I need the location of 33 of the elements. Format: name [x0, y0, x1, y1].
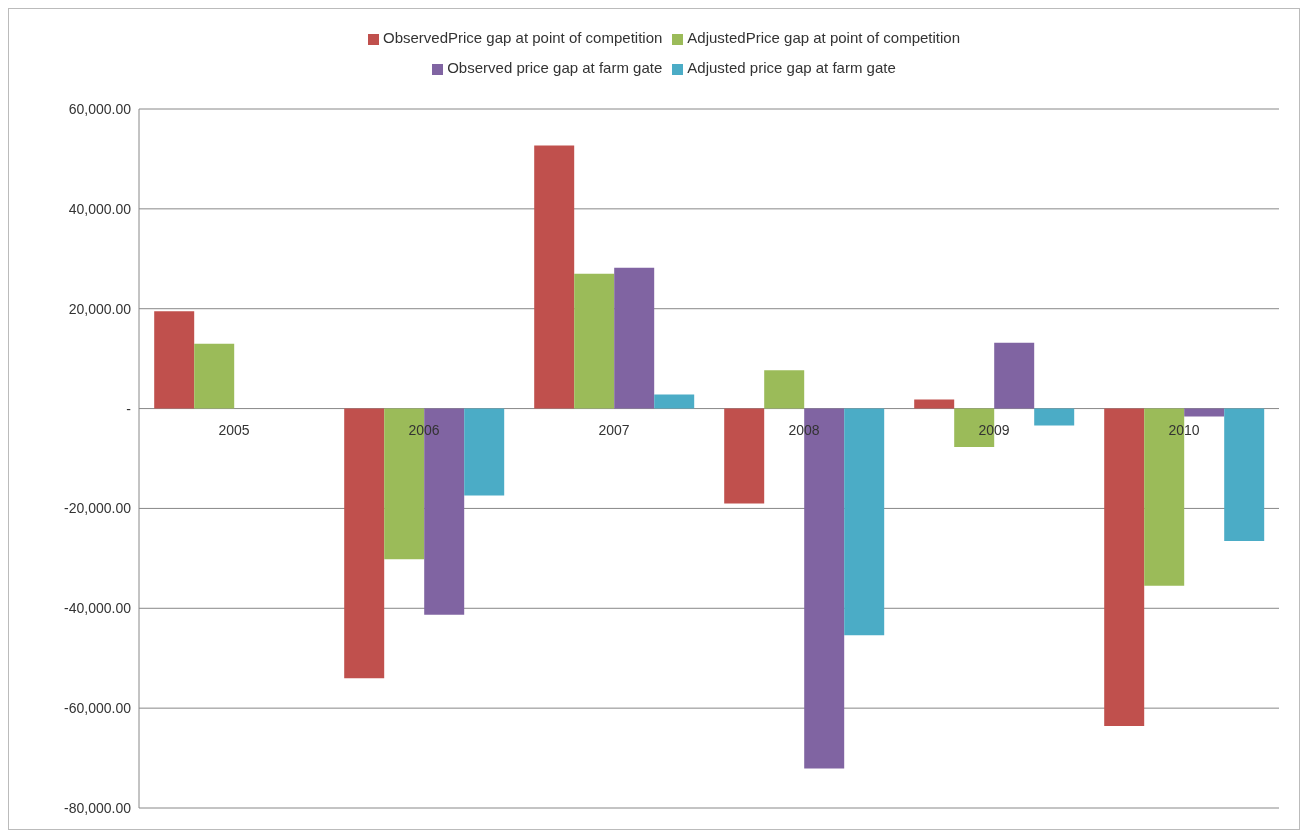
legend-label: AdjustedPrice gap at point of competition [687, 29, 960, 46]
bar [654, 394, 695, 409]
legend-label: Adjusted price gap at farm gate [687, 59, 896, 76]
y-tick-label: -40,000.00 [64, 600, 132, 617]
bar [1184, 408, 1225, 417]
y-tick-label: -60,000.00 [64, 700, 132, 717]
legend-label: ObservedPrice gap at point of competition [383, 29, 663, 46]
bar [1034, 408, 1075, 426]
y-tick-label: -80,000.00 [64, 799, 132, 816]
bar [534, 145, 575, 409]
x-tick-label: 2007 [598, 422, 630, 438]
y-tick-label: 60,000.00 [68, 100, 132, 117]
bar [344, 408, 385, 679]
y-tick-label: - [126, 400, 132, 417]
x-tick-label: 2006 [408, 422, 440, 438]
bar [194, 343, 235, 409]
y-tick-label: 40,000.00 [68, 200, 132, 217]
bar [154, 311, 195, 409]
bar [844, 408, 885, 636]
bar [464, 408, 505, 496]
bar [914, 399, 955, 409]
bar [724, 408, 765, 504]
x-tick-label: 2005 [218, 422, 250, 438]
y-tick-label: 20,000.00 [68, 300, 132, 317]
bar [574, 273, 615, 409]
y-tick-label: -20,000.00 [64, 500, 132, 517]
legend-label: Observed price gap at farm gate [447, 59, 663, 76]
bar [1104, 408, 1145, 727]
bar [614, 267, 655, 409]
bar [994, 342, 1035, 409]
x-tick-label: 2008 [788, 422, 820, 438]
bar [764, 370, 805, 409]
bar [1224, 408, 1265, 541]
